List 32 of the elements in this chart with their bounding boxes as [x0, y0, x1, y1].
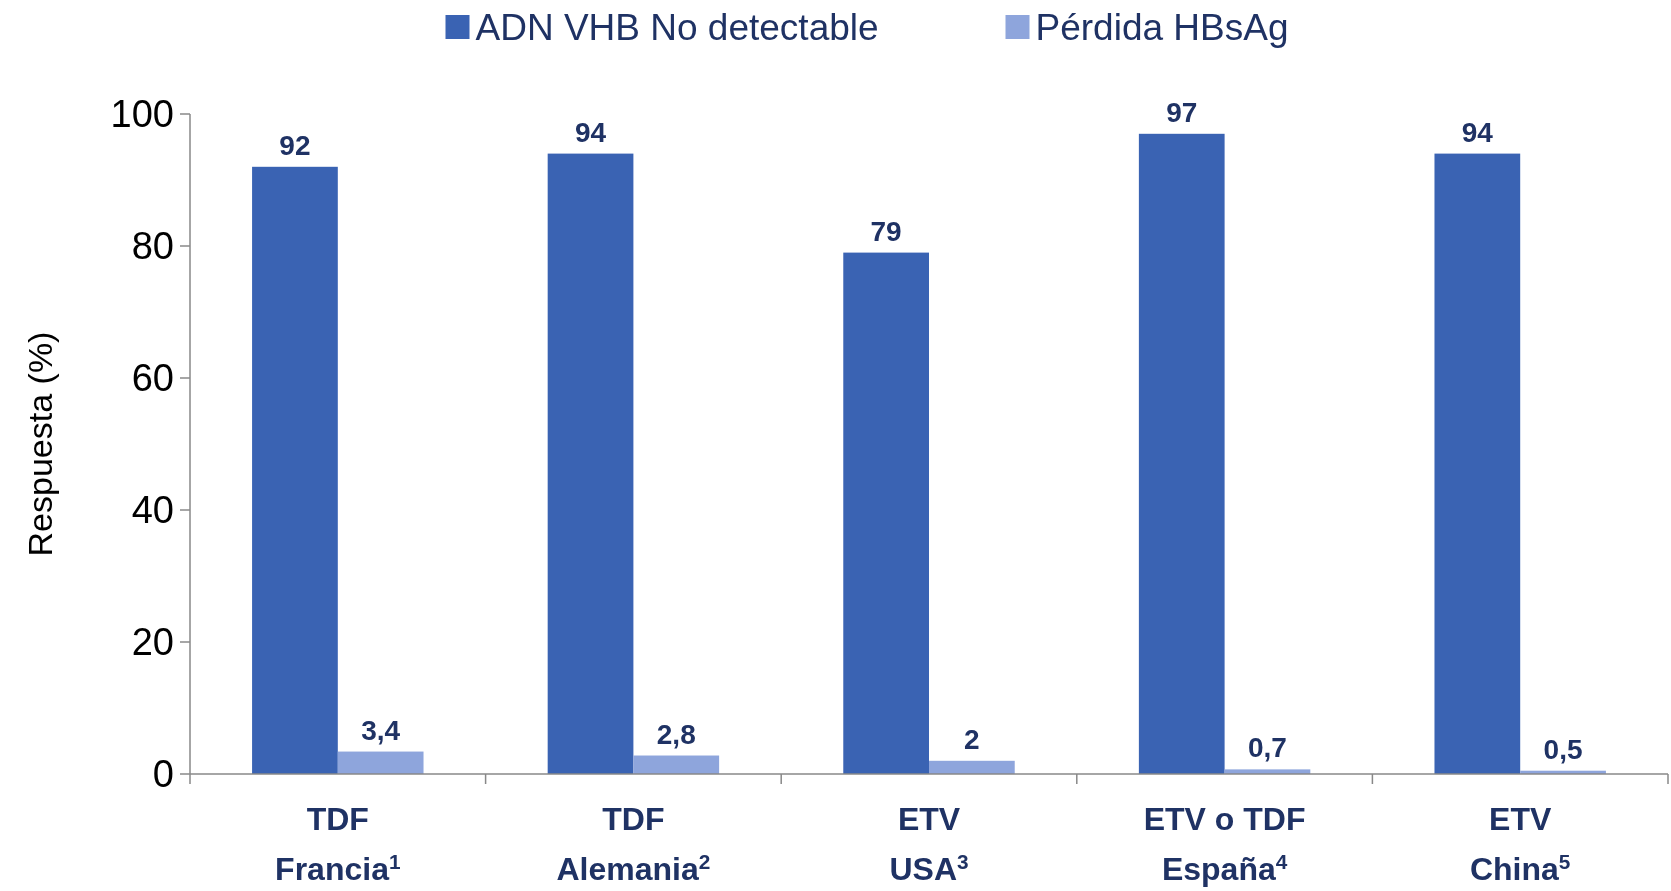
bar — [843, 252, 929, 774]
bar — [252, 166, 338, 774]
data-label: 94 — [574, 116, 607, 148]
y-tick-label: 100 — [110, 93, 174, 136]
legend-label: Pérdida HBsAg — [1035, 6, 1289, 48]
data-label: 3,4 — [361, 714, 401, 746]
bar — [547, 153, 634, 774]
y-tick-label: 80 — [131, 225, 174, 268]
x-tick-label: ETV USA$^{3}$ — [889, 801, 969, 887]
data-label: 0,7 — [1247, 732, 1287, 764]
data-label: 97 — [1166, 96, 1198, 128]
data-label: 94 — [1461, 116, 1494, 148]
y-tick-label: 0 — [152, 753, 174, 796]
y-tick-label: 20 — [131, 621, 174, 664]
x-tick-label: ETV o TDF España$^{4}$ — [1143, 801, 1306, 887]
bar — [1138, 133, 1225, 774]
bar — [337, 751, 424, 774]
x-tick-label: TDF Alemania$^{2}$ — [556, 801, 711, 887]
data-label: 2,8 — [656, 718, 696, 750]
y-axis-title: Respuesta (%) — [21, 331, 59, 557]
data-label: 0,5 — [1543, 733, 1583, 765]
x-tick-label: TDF Francia$^{1}$ — [275, 801, 401, 887]
y-tick-label: 40 — [131, 489, 174, 532]
bar — [633, 755, 720, 774]
bar — [1434, 153, 1521, 774]
y-tick-label: 60 — [131, 357, 174, 400]
data-label: 79 — [870, 215, 902, 247]
legend-label: ADN VHB No detectable — [475, 6, 879, 48]
bar — [929, 760, 1015, 774]
data-label: 92 — [279, 129, 311, 161]
x-tick-label: ETV China$^{5}$ — [1469, 801, 1571, 887]
data-label: 2 — [964, 723, 980, 755]
